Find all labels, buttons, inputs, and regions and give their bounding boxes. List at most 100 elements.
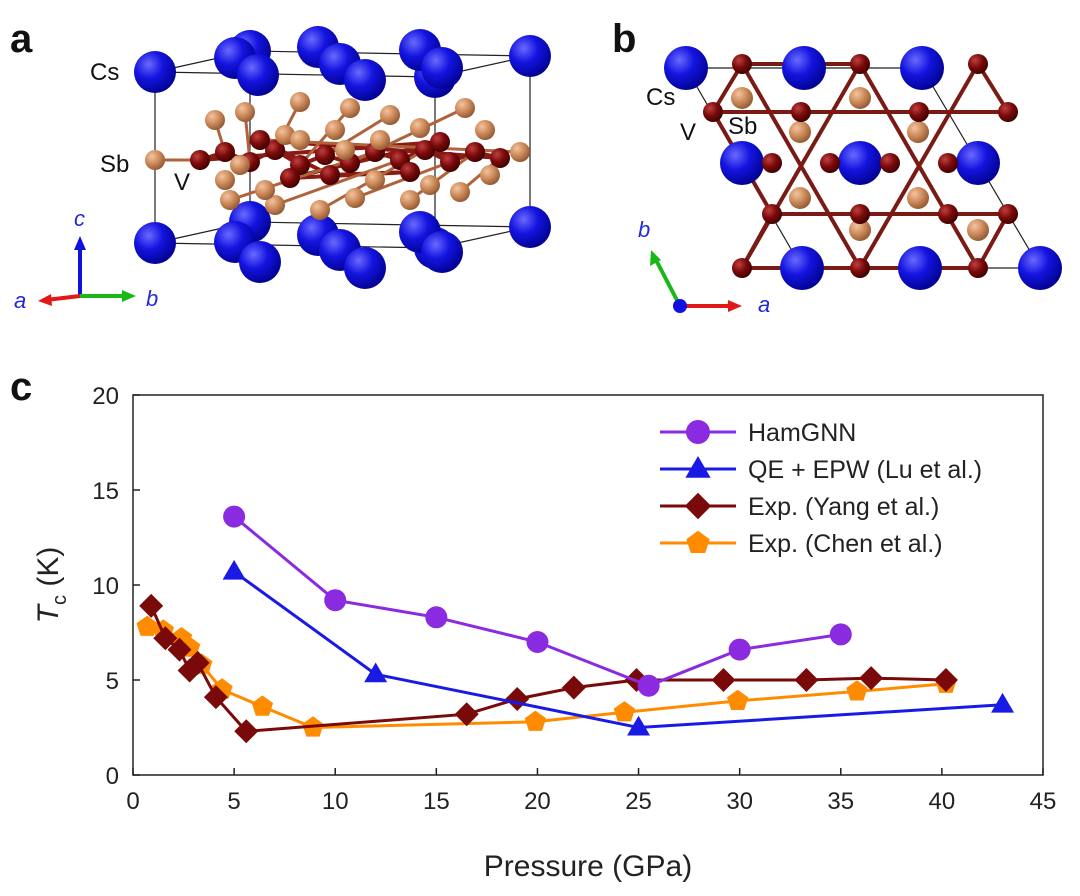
x-tick-label: 45: [1030, 788, 1057, 815]
v-atom-top: [850, 258, 870, 278]
sb-atom-top: [789, 187, 811, 209]
series-2: [139, 593, 958, 744]
data-point-diamond: [153, 626, 178, 651]
axis-a-arrow: [45, 294, 81, 302]
data-point-circle: [829, 623, 852, 646]
v-atom: [400, 162, 420, 182]
sb-atom: [475, 120, 495, 140]
axis-b-arrowhead: [122, 290, 136, 302]
axis-triad-a: c b a: [14, 206, 158, 313]
series-1: [222, 559, 1015, 736]
cs-atom-top: [900, 46, 944, 90]
data-point-diamond: [561, 675, 586, 700]
v-atom-top: [732, 54, 752, 74]
cell-edge: [249, 221, 531, 228]
data-point-triangle: [222, 559, 246, 580]
y-tick-label: 0: [106, 763, 119, 790]
data-point-circle: [637, 674, 660, 697]
legend-label: Exp. (Yang et al.): [748, 493, 939, 521]
data-point-diamond: [711, 668, 736, 692]
sb-atom: [380, 105, 400, 125]
v-atom: [215, 142, 235, 162]
cs-atom-top: [780, 246, 824, 290]
axis-c-dot: [673, 299, 687, 313]
v-atom-top: [850, 204, 870, 224]
y-axis-title-unit: (K): [32, 547, 65, 595]
sb-atom: [370, 130, 390, 150]
data-point-circle: [728, 638, 751, 661]
data-point-triangle: [685, 456, 711, 478]
data-point-diamond: [505, 687, 530, 711]
data-point-pentagon: [136, 615, 158, 636]
axis-a-label-top: a: [758, 292, 770, 317]
axis-a-arrowhead: [38, 294, 52, 306]
panel-b-letter: b: [612, 17, 636, 61]
sb-atom-top: [731, 87, 753, 109]
sb-atom: [480, 165, 500, 185]
data-point-diamond: [185, 650, 210, 675]
cs-atom: [134, 222, 176, 264]
data-point-pentagon: [613, 701, 636, 722]
data-point-pentagon: [686, 530, 710, 553]
sb-atom-top: [907, 121, 929, 143]
sb-atom: [205, 110, 225, 130]
data-point-diamond: [167, 637, 192, 662]
axis-triad-b: a b: [638, 217, 770, 317]
v-atom: [315, 145, 335, 165]
y-axis-title-symbol: T: [32, 602, 65, 623]
v-atom-top: [850, 54, 870, 74]
cs-atom: [239, 241, 281, 283]
x-tick-label: 20: [524, 788, 551, 815]
legend-label: QE + EPW (Lu et al.): [748, 456, 982, 484]
sb-atom: [325, 120, 345, 140]
v-atom-top: [791, 102, 811, 122]
label-cs-top: Cs: [646, 84, 675, 111]
chart-series: [136, 505, 1015, 744]
cs-atom-top: [664, 46, 708, 90]
sb-v-bond: [274, 158, 401, 207]
data-point-circle: [425, 606, 448, 629]
x-tick-label: 10: [322, 788, 349, 815]
v-atom-top: [762, 153, 782, 173]
sb-atom: [310, 200, 330, 220]
v-v-bond: [289, 170, 411, 180]
y-axis-title: Tc (K): [32, 547, 71, 624]
data-point-pentagon: [524, 710, 547, 731]
cs-atom: [237, 54, 279, 96]
cs-atom-top: [898, 246, 942, 290]
data-point-triangle: [991, 692, 1015, 713]
cs-atom: [134, 51, 176, 93]
v-atom-top: [762, 204, 782, 224]
v-atom: [280, 168, 300, 188]
sb-atom: [450, 182, 470, 202]
v-atom-top: [968, 258, 988, 278]
sb-atom: [235, 102, 255, 122]
sb-atom: [365, 170, 385, 190]
axis-c-label: c: [74, 206, 85, 231]
label-sb: Sb: [100, 151, 129, 178]
data-point-diamond: [684, 492, 712, 520]
data-point-diamond: [203, 685, 228, 710]
x-tick-label: 15: [423, 788, 450, 815]
y-tick-label: 10: [92, 573, 119, 600]
v-atom: [440, 152, 460, 172]
v-atom-top: [968, 54, 988, 74]
v-atom-top: [998, 204, 1018, 224]
axis-b-arrow-top: [654, 259, 682, 307]
v-atom-top: [938, 153, 958, 173]
v-atom-top: [880, 153, 900, 173]
sb-v-bond: [298, 107, 352, 166]
v-atom: [190, 150, 210, 170]
label-v: V: [174, 169, 190, 196]
sb-atom: [345, 188, 365, 208]
y-tick-label: 5: [106, 668, 119, 695]
sb-atom: [290, 92, 310, 112]
atoms-side-view: [134, 26, 551, 289]
sb-atom: [510, 142, 530, 162]
data-point-triangle: [364, 662, 388, 683]
panel-c-tc-vs-pressure-chart: c 0 5 10 15 20 25 30 35 40 45 0 5 10 15 20 Pressure (…: [10, 365, 1056, 883]
sb-atom-top: [967, 219, 989, 241]
label-cs: Cs: [90, 59, 119, 86]
sb-v-bond: [354, 160, 451, 200]
sb-atom: [265, 195, 285, 215]
